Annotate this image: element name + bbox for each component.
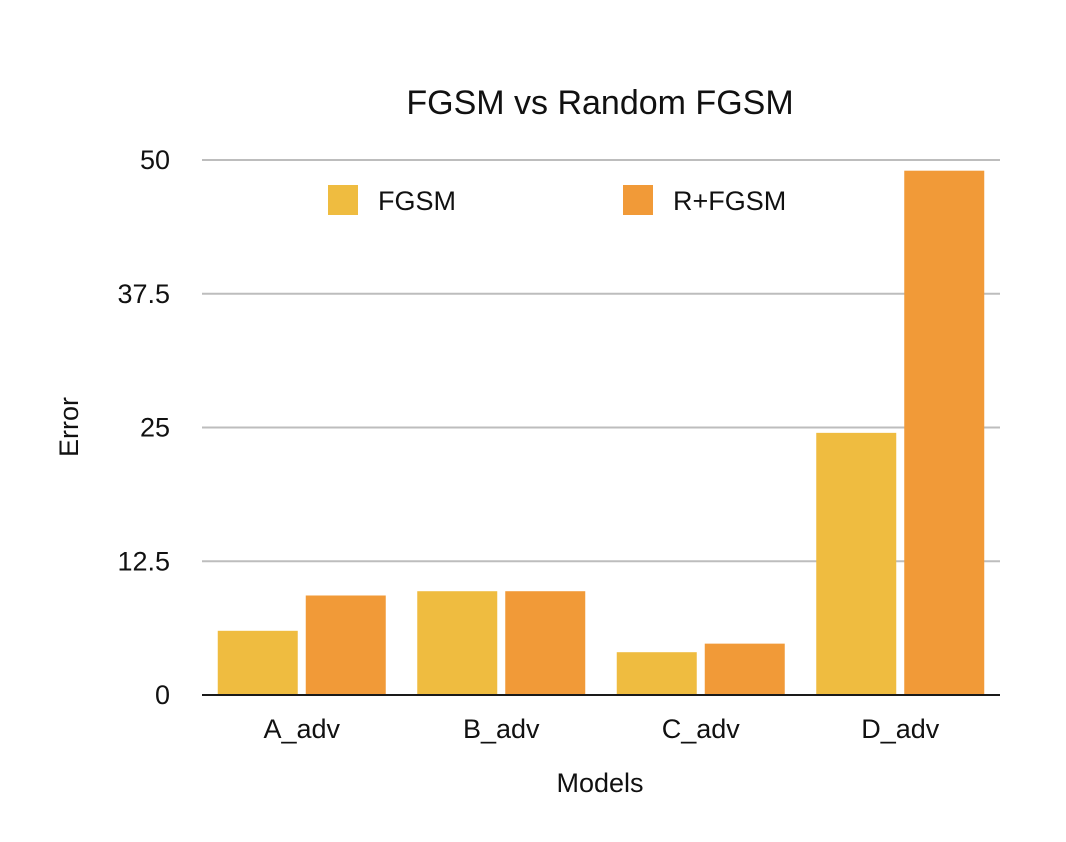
x-tick-label: A_adv — [263, 714, 340, 744]
x-axis-label: Models — [556, 768, 643, 798]
bar-a_adv-fgsm — [217, 630, 298, 695]
y-tick-label: 12.5 — [117, 546, 170, 576]
y-tick-label: 37.5 — [117, 279, 170, 309]
chart-title: FGSM vs Random FGSM — [406, 84, 793, 122]
legend-swatch-r-fgsm — [623, 185, 653, 215]
bar-c_adv-fgsm — [616, 652, 697, 695]
bar-d_adv-fgsm — [816, 432, 897, 695]
legend-swatch-fgsm — [328, 185, 358, 215]
y-tick-label: 50 — [140, 145, 170, 175]
legend-label: R+FGSM — [673, 186, 786, 216]
legend-label: FGSM — [378, 186, 456, 216]
x-tick-label: C_adv — [662, 714, 741, 744]
bar-a_adv-r-fgsm — [305, 595, 386, 695]
bar-b_adv-r-fgsm — [505, 591, 586, 695]
x-axis-ticks: A_adv B_adv C_adv D_adv — [263, 714, 939, 744]
y-axis-ticks: 0 12.5 25 37.5 50 — [117, 145, 170, 710]
y-tick-label: 0 — [155, 680, 170, 710]
x-tick-label: B_adv — [463, 714, 540, 744]
bar-d_adv-r-fgsm — [904, 170, 985, 695]
y-tick-label: 25 — [140, 413, 170, 443]
x-tick-label: D_adv — [861, 714, 940, 744]
bars — [217, 170, 985, 695]
y-axis-label: Error — [54, 397, 84, 457]
bar-c_adv-r-fgsm — [704, 643, 785, 695]
bar-b_adv-fgsm — [417, 591, 498, 695]
legend: FGSM R+FGSM — [328, 185, 786, 216]
